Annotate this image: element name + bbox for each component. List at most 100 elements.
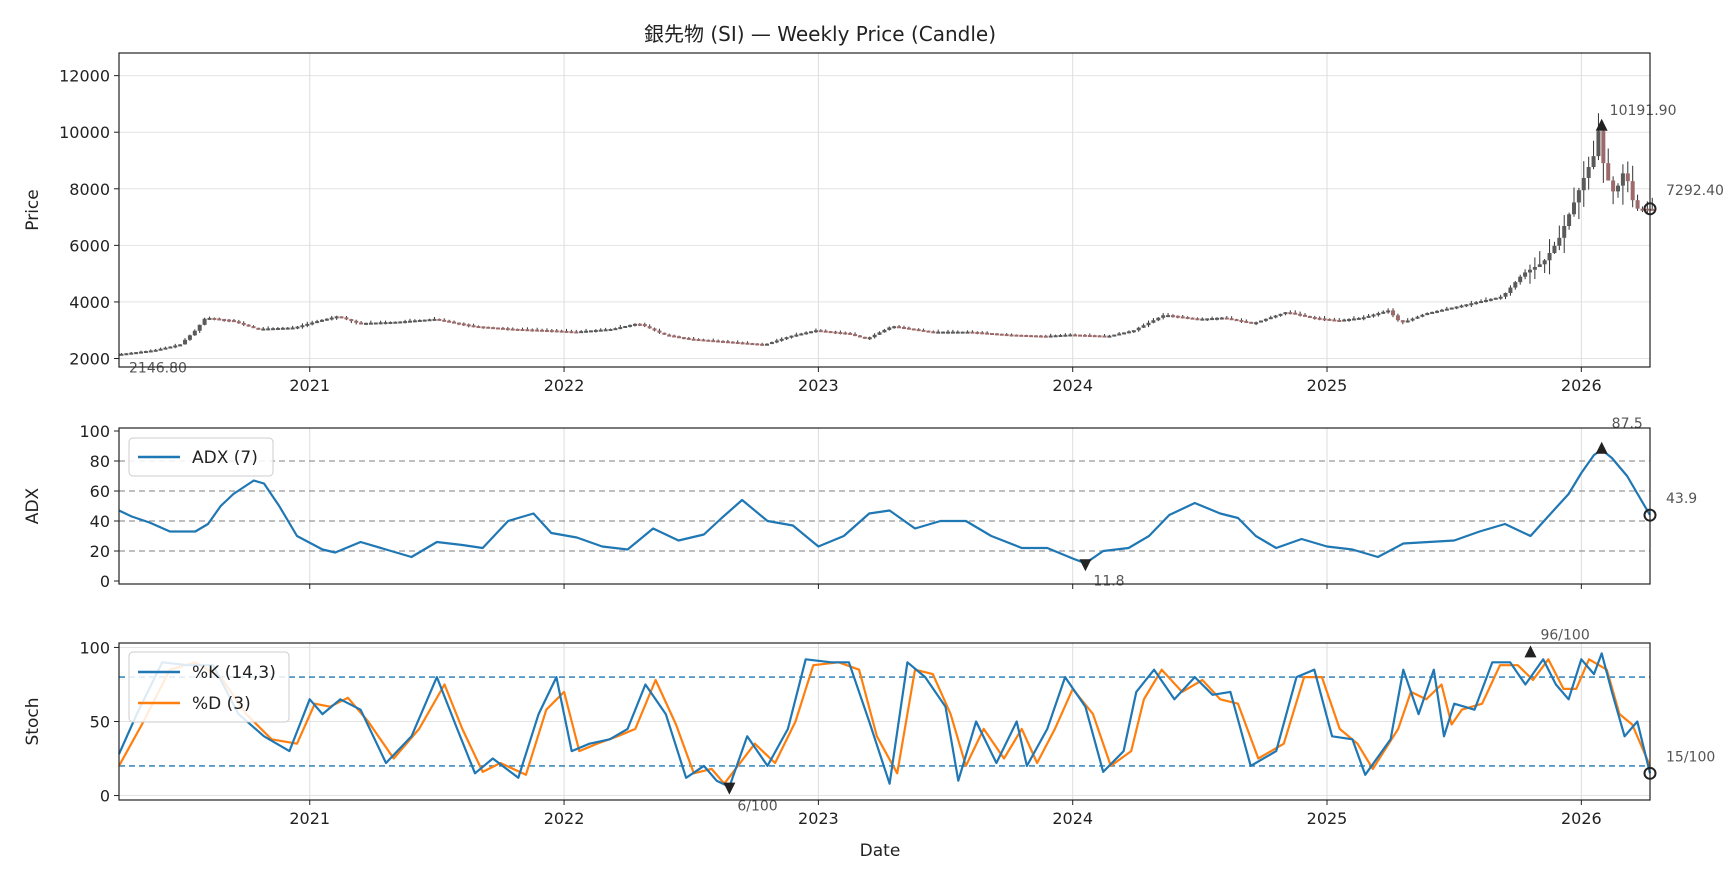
candle-body bbox=[613, 328, 618, 331]
candle-body bbox=[1195, 318, 1200, 321]
candle-body bbox=[129, 352, 134, 355]
candle-body bbox=[769, 342, 774, 345]
candle-body bbox=[535, 329, 540, 332]
candle-body bbox=[686, 337, 691, 340]
candle-body bbox=[1616, 185, 1621, 192]
stoch-min-marker bbox=[723, 782, 736, 795]
candle-body bbox=[1552, 245, 1557, 254]
stoch-xtick-label: 2024 bbox=[1052, 809, 1093, 828]
price-max-marker bbox=[1595, 118, 1608, 131]
candle-body bbox=[760, 343, 765, 346]
stoch-max-marker bbox=[1524, 645, 1537, 658]
price-y-axis-label: Price bbox=[23, 189, 43, 230]
candle-body bbox=[823, 330, 828, 333]
candle-body bbox=[892, 326, 897, 329]
candle-body bbox=[1635, 200, 1640, 209]
candle-body bbox=[574, 331, 579, 334]
candle-body bbox=[300, 325, 305, 328]
candle-body bbox=[1219, 317, 1224, 320]
candle-body bbox=[1532, 267, 1537, 270]
candle-body bbox=[1112, 334, 1117, 337]
x-axis-label: Date bbox=[860, 841, 901, 861]
candle-body bbox=[730, 341, 735, 344]
candle-body bbox=[393, 321, 398, 324]
adx-ytick-label: 100 bbox=[79, 422, 110, 441]
candle-body bbox=[985, 332, 990, 335]
candle-body bbox=[461, 323, 466, 326]
candle-body bbox=[779, 338, 784, 341]
candle-body bbox=[540, 329, 545, 332]
candle-body bbox=[251, 326, 256, 329]
candle-body bbox=[544, 329, 549, 332]
candle-body bbox=[1180, 316, 1185, 319]
candle-body bbox=[970, 331, 975, 334]
candle-body bbox=[701, 339, 706, 342]
candle-body bbox=[1014, 334, 1019, 337]
candle-body bbox=[1043, 335, 1048, 338]
candle-body bbox=[975, 331, 980, 334]
candle-body bbox=[285, 327, 290, 330]
candle-body bbox=[696, 339, 701, 342]
adx-frame bbox=[118, 427, 1651, 585]
candle-body bbox=[378, 322, 383, 325]
adx-y-axis-label: ADX bbox=[23, 487, 43, 524]
adx-max-marker bbox=[1595, 441, 1608, 454]
candle-body bbox=[745, 342, 750, 345]
adx-max-label: 87.5 bbox=[1612, 416, 1643, 432]
stoch-max-label: 96/100 bbox=[1540, 627, 1589, 643]
candle-body bbox=[1591, 156, 1596, 168]
candle-body bbox=[784, 337, 789, 340]
candle-body bbox=[857, 335, 862, 338]
price-xtick-label: 2022 bbox=[544, 376, 585, 395]
candle-body bbox=[1234, 319, 1239, 322]
candle-body bbox=[725, 341, 730, 344]
candle-body bbox=[1278, 313, 1283, 316]
candle-body bbox=[515, 328, 520, 331]
candle-body bbox=[637, 323, 642, 326]
candle-body bbox=[168, 346, 173, 349]
candle-body bbox=[1073, 334, 1078, 337]
candle-body bbox=[1366, 315, 1371, 318]
candle-body bbox=[1205, 318, 1210, 321]
stoch-ytick-label: 0 bbox=[100, 787, 110, 806]
candle-body bbox=[134, 352, 139, 355]
candle-body bbox=[1024, 335, 1029, 338]
candle-body bbox=[853, 334, 858, 337]
candle-body bbox=[1200, 318, 1205, 321]
candle-body bbox=[1068, 334, 1073, 337]
candle-body bbox=[921, 329, 926, 332]
stoch-frame bbox=[118, 642, 1651, 801]
candle-body bbox=[691, 338, 696, 341]
candle-body bbox=[1410, 318, 1415, 321]
stoch-xtick-label: 2021 bbox=[289, 809, 330, 828]
candle-body bbox=[1122, 332, 1127, 335]
candle-body bbox=[1650, 208, 1655, 211]
candle-body bbox=[1141, 325, 1146, 328]
candle-body bbox=[530, 329, 535, 332]
adx-ytick-label: 0 bbox=[100, 572, 110, 591]
candle-body bbox=[941, 331, 946, 334]
candle-body bbox=[481, 326, 486, 329]
candle-body bbox=[1175, 315, 1180, 318]
candle-body bbox=[412, 320, 417, 323]
candle-body bbox=[1038, 335, 1043, 338]
candle-body bbox=[828, 331, 833, 334]
candle-body bbox=[1322, 318, 1327, 321]
candle-body bbox=[867, 337, 872, 340]
candle-body bbox=[1307, 315, 1312, 318]
candle-body bbox=[1029, 335, 1034, 338]
candle-body bbox=[843, 332, 848, 335]
candle-body bbox=[838, 332, 843, 335]
candle-body bbox=[945, 331, 950, 334]
candle-body bbox=[315, 321, 320, 324]
candle-body bbox=[158, 348, 163, 351]
candle-body bbox=[173, 345, 178, 348]
candle-body bbox=[1166, 315, 1171, 318]
candle-body bbox=[290, 327, 295, 330]
price-xtick-label: 2021 bbox=[289, 376, 330, 395]
price-ytick-label: 4000 bbox=[69, 293, 110, 312]
candle-body bbox=[1562, 226, 1567, 238]
candle-body bbox=[241, 322, 246, 325]
candle-body bbox=[1009, 334, 1014, 337]
